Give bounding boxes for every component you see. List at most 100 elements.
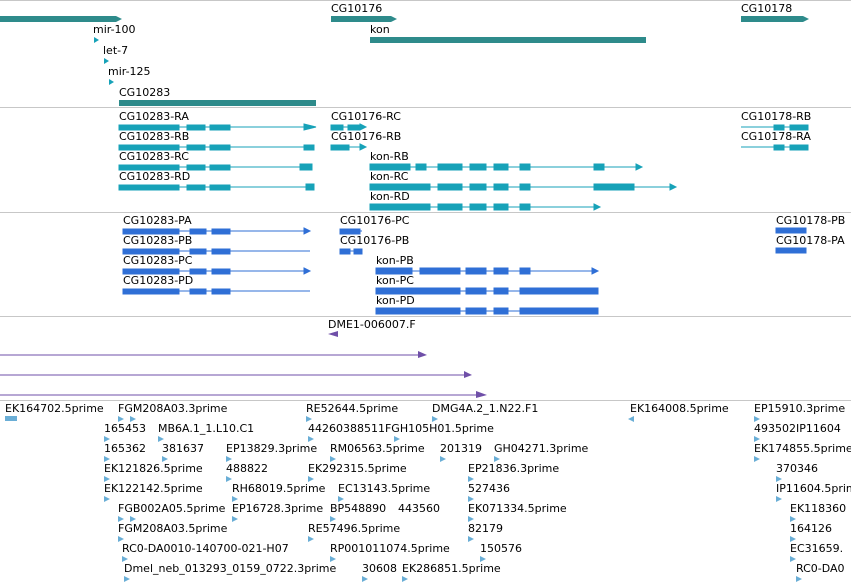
protein-label[interactable]: CG10176-PB: [340, 234, 410, 247]
gene-label[interactable]: CG10176: [331, 2, 383, 15]
est-label[interactable]: 165362: [104, 442, 146, 455]
transcript-label[interactable]: CG10178-RB: [741, 110, 812, 123]
protein-glyph-cg10283-pa[interactable]: [122, 227, 312, 235]
protein-label[interactable]: CG10283-PA: [123, 214, 192, 227]
protein-label[interactable]: CG10176-PC: [340, 214, 410, 227]
est-label[interactable]: FGB002A05.5prime: [118, 502, 226, 515]
est-label[interactable]: Dmel_neb_013293_0159_0722.3prime: [124, 562, 337, 575]
transcript-glyph-kon-rd[interactable]: [369, 203, 602, 211]
est-label[interactable]: IP11604.5prime: [776, 482, 851, 495]
transcript-label[interactable]: CG10283-RB: [119, 130, 190, 143]
protein-glyph-cg10283-pd[interactable]: [122, 288, 310, 295]
est-label[interactable]: EK174855.5prime: [754, 442, 851, 455]
transcript-glyph-cg10283-rd[interactable]: [118, 183, 315, 191]
transcript-label[interactable]: kon-RB: [370, 150, 409, 163]
protein-glyph-cg10176-pb[interactable]: [339, 248, 363, 255]
protein-glyph-cg10178-pb[interactable]: [775, 227, 807, 234]
gene-bar[interactable]: [0, 16, 116, 22]
transcript-label[interactable]: CG10178-RA: [741, 130, 811, 143]
gene-bar[interactable]: [331, 16, 391, 22]
probe-line[interactable]: [0, 391, 487, 398]
protein-label[interactable]: CG10283-PC: [123, 254, 193, 267]
transcript-label[interactable]: CG10283-RC: [119, 150, 189, 163]
est-label[interactable]: 381637: [162, 442, 204, 455]
protein-glyph-kon-pb[interactable]: [375, 267, 600, 275]
transcript-label[interactable]: kon-RC: [370, 170, 409, 183]
transcript-glyph-cg10283-ra[interactable]: [118, 123, 317, 131]
est-label[interactable]: EK292315.5prime: [308, 462, 407, 475]
est-label[interactable]: EP21836.3prime: [468, 462, 560, 475]
est-label[interactable]: BP548890: [330, 502, 387, 515]
est-label[interactable]: EP15910.3prime: [754, 402, 846, 415]
est-label[interactable]: 488822: [226, 462, 268, 475]
gene-label[interactable]: CG10178: [741, 2, 793, 15]
est-label[interactable]: EK118360: [790, 502, 847, 515]
probe-label[interactable]: DME1-006007.F: [328, 318, 416, 331]
transcript-glyph-cg10178-rb[interactable]: [741, 124, 809, 131]
protein-label[interactable]: CG10178-PA: [776, 234, 845, 247]
gene-bar[interactable]: [370, 37, 646, 43]
est-label[interactable]: 493502IP11604: [754, 422, 841, 435]
est-label[interactable]: 30608: [362, 562, 397, 575]
est-label[interactable]: FGM208A03.3prime: [118, 402, 228, 415]
protein-glyph-cg10283-pc[interactable]: [122, 267, 312, 275]
est-label[interactable]: EK122142.5prime: [104, 482, 203, 495]
protein-label[interactable]: CG10178-PB: [776, 214, 846, 227]
est-label[interactable]: 150576: [480, 542, 522, 555]
transcript-label[interactable]: CG10176-RC: [331, 110, 401, 123]
transcript-glyph-cg10176-rc[interactable]: [330, 123, 368, 131]
est-label[interactable]: 443560: [398, 502, 440, 515]
est-label[interactable]: EK164008.5prime: [630, 402, 729, 415]
gene-label[interactable]: CG10283: [119, 86, 171, 99]
est-label[interactable]: EP13829.3prime: [226, 442, 318, 455]
gene-label[interactable]: mir-100: [93, 23, 136, 36]
est-label[interactable]: EC13143.5prime: [338, 482, 431, 495]
protein-glyph-kon-pd[interactable]: [375, 307, 599, 315]
est-label[interactable]: RC0-DA0: [796, 562, 845, 575]
est-label[interactable]: 164126: [790, 522, 832, 535]
est-label[interactable]: EK164702.5prime: [5, 402, 104, 415]
est-label[interactable]: EK286851.5prime: [402, 562, 501, 575]
gene-bar[interactable]: [741, 16, 803, 22]
est-label[interactable]: EP16728.3prime: [232, 502, 324, 515]
transcript-glyph-cg10283-rb[interactable]: [118, 144, 315, 151]
est-label[interactable]: 370346: [776, 462, 818, 475]
est-label[interactable]: 527436: [468, 482, 510, 495]
protein-glyph-cg10178-pa[interactable]: [775, 247, 807, 254]
protein-label[interactable]: CG10283-PD: [123, 274, 194, 287]
transcript-glyph-cg10178-ra[interactable]: [741, 144, 809, 151]
transcript-label[interactable]: CG10283-RA: [119, 110, 189, 123]
est-label[interactable]: 201319: [440, 442, 482, 455]
probe-glyph[interactable]: [328, 331, 338, 337]
transcript-glyph-cg10176-rb[interactable]: [330, 143, 368, 151]
est-label[interactable]: RE57496.5prime: [308, 522, 401, 535]
transcript-label[interactable]: CG10176-RB: [331, 130, 402, 143]
est-label[interactable]: EK071334.5prime: [468, 502, 567, 515]
est-glyphs[interactable]: [5, 416, 802, 582]
est-label[interactable]: RP001011074.5prime: [330, 542, 450, 555]
est-label[interactable]: RH68019.5prime: [232, 482, 326, 495]
protein-glyph-cg10283-pb[interactable]: [122, 248, 310, 255]
protein-label[interactable]: kon-PD: [376, 294, 415, 307]
est-label[interactable]: RE52644.5prime: [306, 402, 399, 415]
est-label[interactable]: 165453: [104, 422, 146, 435]
protein-glyph-kon-pc[interactable]: [375, 287, 599, 295]
gene-label[interactable]: mir-125: [108, 65, 151, 78]
transcript-glyph-kon-rc[interactable]: [369, 183, 678, 191]
gene-label[interactable]: kon: [370, 23, 390, 36]
est-label[interactable]: 82179: [468, 522, 503, 535]
protein-label[interactable]: kon-PC: [376, 274, 414, 287]
transcript-label[interactable]: kon-RD: [370, 190, 410, 203]
est-label[interactable]: EC31659.: [790, 542, 844, 555]
est-label[interactable]: MB6A.1_1.L10.C1: [158, 422, 255, 435]
probe-line[interactable]: [0, 351, 427, 358]
gene-label[interactable]: let-7: [103, 44, 129, 57]
est-label[interactable]: RM06563.5prime: [330, 442, 425, 455]
protein-label[interactable]: kon-PB: [376, 254, 414, 267]
est-label[interactable]: FGM208A03.5prime: [118, 522, 228, 535]
est-label[interactable]: RC0-DA0010-140700-021-H07: [122, 542, 289, 555]
probe-line[interactable]: [0, 371, 472, 378]
est-label[interactable]: GH04271.3prime: [494, 442, 589, 455]
est-label[interactable]: EK121826.5prime: [104, 462, 203, 475]
transcript-glyph-kon-rb[interactable]: [369, 163, 644, 171]
